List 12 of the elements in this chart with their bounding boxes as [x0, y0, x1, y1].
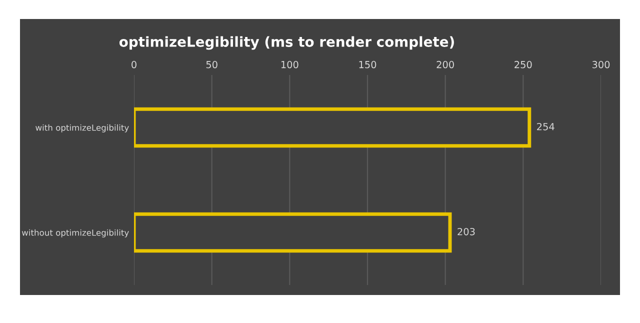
x-tick-label: 50	[206, 60, 218, 68]
y-tick-label: with optimizeLegibility	[36, 124, 129, 132]
x-tick-label: 150	[359, 60, 376, 68]
data-label: 203	[458, 228, 475, 236]
y-tick-label: without optimizeLegibility	[22, 229, 129, 238]
x-tick-label: 300	[592, 60, 610, 68]
x-tick-label: 0	[132, 60, 136, 68]
x-tick-label: 250	[514, 60, 532, 68]
chart-title: optimizeLegibility (ms to render complete)	[119, 36, 454, 50]
x-tick-label: 100	[281, 60, 298, 68]
x-tick-label: 200	[436, 60, 454, 68]
data-label: 254	[537, 122, 554, 130]
